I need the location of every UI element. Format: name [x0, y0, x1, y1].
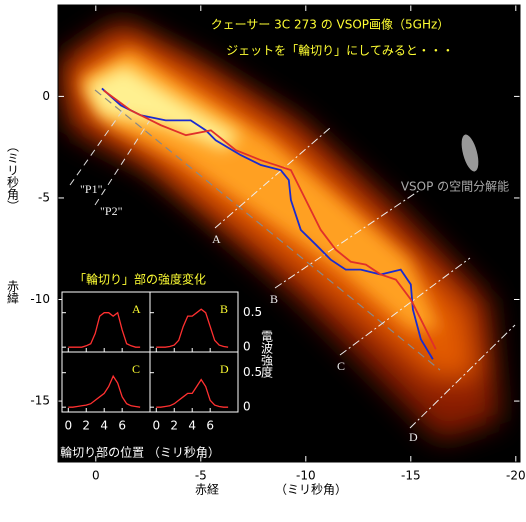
panel-label: C	[132, 362, 140, 376]
inset-x-tick-label: 6	[118, 419, 126, 433]
subtitle: ジェットを「輪切り」にしてみると・・・	[226, 43, 454, 58]
y-tick-label: -10	[30, 292, 50, 306]
jet-core	[85, 65, 240, 150]
frame	[57, 4, 521, 463]
axes: 0 -5 -10 -15 -20 0 -5 -10 -15	[30, 5, 526, 483]
inset-y-tick-label: 0.5	[243, 365, 262, 379]
cut-c	[339, 257, 471, 356]
x-tick-label: -5	[195, 469, 207, 483]
intensity-profile	[68, 311, 141, 348]
y-tick-label: -5	[38, 190, 50, 204]
inset-x-tick-label: 2	[170, 419, 178, 433]
beam	[461, 134, 479, 172]
annotation: D	[409, 430, 418, 444]
annotation: B	[270, 292, 278, 306]
intensity-profile	[156, 378, 229, 408]
panel-label: D	[220, 362, 229, 376]
x-unit: （ミリ秒角）	[275, 483, 347, 497]
y-tick-label: 0	[42, 89, 50, 103]
inset-x-tick-label: 0	[152, 419, 160, 433]
inset-panel	[149, 351, 239, 413]
annotation: A	[212, 232, 221, 246]
panel-label: B	[220, 302, 228, 316]
ridge-line	[103, 89, 437, 350]
x-tick-label: -20	[506, 469, 526, 483]
panel-label: A	[132, 302, 141, 316]
beam-label: VSOP の空間分解能	[401, 180, 509, 194]
cut-a	[214, 127, 331, 229]
inset-y-label: 電波強度	[260, 330, 274, 378]
annotation: C	[337, 359, 345, 373]
x-tick-label: 0	[92, 469, 100, 483]
inset-title: 「輪切り」部の強度変化	[74, 272, 206, 287]
intensity-profile	[68, 374, 141, 408]
inset-y-tick-label: 0	[243, 400, 251, 414]
x-tick-label: -10	[296, 469, 316, 483]
x-tick-label: -15	[401, 469, 421, 483]
x-label: 赤経	[195, 483, 219, 497]
y-tick-label: -15	[30, 394, 50, 408]
inset-x-tick-label: 6	[206, 419, 214, 433]
cut-b	[274, 189, 421, 289]
inset-y-tick-label: 0.5	[243, 305, 262, 319]
ridges	[101, 87, 437, 360]
inset-x-label: 輪切り部の位置 （ミリ秒角）	[60, 445, 220, 460]
y-label: 赤緯	[6, 280, 20, 304]
title: クェーサー 3C 273 の VSOP画像（5GHz）	[211, 18, 450, 32]
inset-y-tick-label: 0	[243, 340, 251, 354]
p1-line	[69, 99, 131, 186]
inset-x-tick-label: 4	[100, 419, 108, 433]
intensity-profile	[156, 308, 229, 348]
ridge-line	[101, 87, 434, 360]
y-unit: （ミリ秒角）	[6, 140, 20, 212]
inset-x-tick-label: 2	[82, 419, 90, 433]
p2-line	[94, 119, 151, 206]
inset-x-tick-label: 0	[64, 419, 72, 433]
annotation: "P2"	[100, 204, 123, 218]
inset-x-tick-label: 4	[188, 419, 196, 433]
inset: A B00.5C0 2 4 6D0 2 4 600.5	[61, 291, 262, 433]
annotation: "P1"	[80, 182, 103, 196]
